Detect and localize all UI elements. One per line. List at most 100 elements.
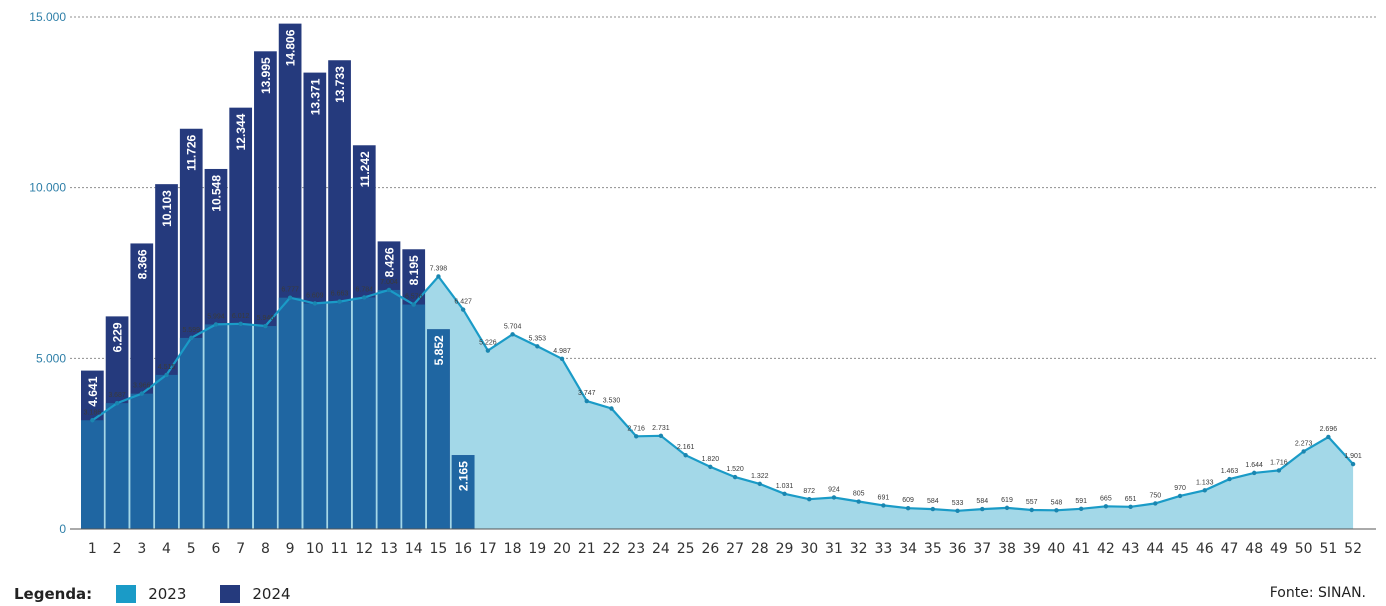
point-2023-week-5 bbox=[189, 335, 194, 341]
point-2023-week-31 bbox=[831, 495, 837, 500]
x-tick-label: 22 bbox=[603, 541, 621, 557]
point-2023-week-12 bbox=[362, 295, 367, 300]
label-2024-week-9: 14.806 bbox=[284, 29, 298, 66]
label-2024-week-2: 6.229 bbox=[111, 322, 125, 352]
point-2023-week-46 bbox=[1202, 488, 1207, 493]
bar-overlap-2023-week-3 bbox=[130, 393, 154, 529]
label-2023-week-25: 2.161 bbox=[677, 444, 695, 451]
label-2023-week-7: 6.012 bbox=[232, 313, 250, 320]
label-2023-week-14: 6.576 bbox=[405, 294, 423, 301]
x-tick-label: 14 bbox=[405, 541, 423, 557]
x-tick-label: 25 bbox=[677, 541, 695, 557]
x-tick-label: 21 bbox=[578, 541, 596, 557]
point-2023-week-13 bbox=[386, 287, 392, 293]
label-2024-week-14: 8.195 bbox=[407, 255, 421, 285]
label-2023-week-4: 4.515 bbox=[158, 364, 176, 371]
point-2023-week-3 bbox=[139, 391, 144, 396]
label-2023-week-43: 651 bbox=[1125, 496, 1137, 503]
label-2023-week-38: 619 bbox=[1001, 497, 1013, 504]
label-2023-week-2: 3.687 bbox=[108, 392, 126, 399]
x-tick-label: 33 bbox=[874, 541, 892, 557]
point-2023-week-33 bbox=[881, 503, 886, 508]
point-2023-week-26 bbox=[708, 464, 713, 470]
label-2024-week-10: 13.371 bbox=[308, 78, 322, 115]
label-2023-week-42: 665 bbox=[1100, 495, 1112, 502]
x-tick-label: 5 bbox=[187, 541, 196, 557]
legend-label-2024: 2024 bbox=[252, 585, 291, 603]
label-2024-week-7: 12.344 bbox=[234, 113, 248, 150]
label-2023-week-41: 591 bbox=[1075, 498, 1087, 505]
x-tick-label: 11 bbox=[331, 541, 349, 557]
label-2023-week-48: 1.644 bbox=[1245, 462, 1263, 469]
label-2023-week-3: 3.966 bbox=[133, 383, 151, 390]
x-tick-label: 28 bbox=[751, 541, 769, 557]
label-2023-week-29: 1.031 bbox=[776, 483, 794, 490]
point-2023-week-11 bbox=[337, 299, 342, 304]
point-2023-week-44 bbox=[1153, 501, 1158, 506]
point-2023-week-43 bbox=[1128, 504, 1133, 509]
x-tick-label: 27 bbox=[726, 541, 744, 557]
label-2023-week-52: 1.901 bbox=[1344, 453, 1362, 460]
legend-item-2023: 2023 bbox=[116, 585, 186, 603]
label-2024-week-1: 4.641 bbox=[86, 376, 100, 406]
point-2023-week-47 bbox=[1227, 476, 1232, 482]
x-tick-label: 48 bbox=[1245, 541, 1263, 557]
label-2023-week-34: 609 bbox=[902, 497, 914, 504]
label-2023-week-33: 691 bbox=[878, 494, 890, 501]
point-2023-week-52 bbox=[1350, 461, 1356, 467]
x-tick-label: 30 bbox=[800, 541, 818, 557]
point-2023-week-28 bbox=[757, 481, 762, 487]
point-2023-week-18 bbox=[510, 332, 515, 337]
point-2023-week-38 bbox=[1004, 505, 1010, 511]
bar-overlap-2023-week-15 bbox=[427, 329, 450, 529]
label-2023-week-11: 6.663 bbox=[331, 291, 349, 298]
label-2023-week-18: 5.704 bbox=[504, 323, 522, 330]
y-tick-label: 0 bbox=[59, 522, 66, 536]
point-2023-week-23 bbox=[634, 434, 639, 439]
chart: 3.186 3.687 3.966 4.515 5.599 5.994 6.012 5.946… bbox=[29, 10, 1376, 557]
point-2023-week-7 bbox=[238, 321, 243, 326]
label-2023-week-40: 548 bbox=[1051, 499, 1063, 506]
bar-overlap-2023-week-5 bbox=[179, 337, 203, 529]
x-tick-label: 10 bbox=[306, 541, 324, 557]
point-2023-week-16 bbox=[460, 307, 466, 312]
bar-overlap-2023-week-6 bbox=[204, 324, 228, 529]
point-2023-week-19 bbox=[535, 344, 540, 349]
label-2023-week-16: 6.427 bbox=[454, 299, 472, 306]
label-2023-week-13: 7.004 bbox=[380, 279, 398, 286]
x-tick-label: 24 bbox=[652, 541, 670, 557]
label-2024-week-5: 11.726 bbox=[185, 134, 199, 170]
x-tick-label: 50 bbox=[1295, 541, 1313, 557]
x-tick-label: 16 bbox=[454, 541, 472, 557]
x-tick-label: 40 bbox=[1048, 541, 1066, 557]
label-2024-week-6: 10.548 bbox=[210, 175, 224, 212]
x-tick-label: 49 bbox=[1270, 541, 1288, 557]
x-tick-label: 1 bbox=[88, 541, 97, 557]
label-2023-week-5: 5.599 bbox=[182, 327, 200, 334]
label-2023-week-12: 6.784 bbox=[356, 286, 374, 293]
bar-overlap-2023-week-13 bbox=[377, 289, 401, 529]
y-tick-label: 5.000 bbox=[36, 351, 66, 365]
label-2023-week-1: 3.186 bbox=[84, 409, 102, 416]
bar-overlap-2023-week-2 bbox=[105, 403, 129, 529]
label-2023-week-6: 5.994 bbox=[207, 313, 225, 320]
label-2023-week-45: 970 bbox=[1174, 485, 1186, 492]
x-tick-label: 17 bbox=[479, 541, 497, 557]
label-2023-week-15: 7.398 bbox=[430, 265, 448, 272]
label-2024-week-11: 13.733 bbox=[333, 66, 347, 103]
legend-item-2024: 2024 bbox=[220, 585, 291, 603]
bar-overlap-2023-week-7 bbox=[229, 323, 253, 529]
x-tick-label: 6 bbox=[211, 541, 220, 557]
label-2023-week-22: 3.530 bbox=[603, 398, 621, 405]
x-tick-label: 31 bbox=[825, 541, 843, 557]
x-tick-label: 51 bbox=[1319, 541, 1337, 557]
x-tick-label: 15 bbox=[430, 541, 448, 557]
point-2023-week-29 bbox=[782, 491, 787, 497]
label-2024-week-16: 2.165 bbox=[457, 461, 471, 491]
point-2023-week-25 bbox=[683, 453, 688, 458]
x-tick-label: 35 bbox=[924, 541, 942, 557]
x-tick-label: 20 bbox=[553, 541, 571, 557]
label-2023-week-8: 5.946 bbox=[257, 315, 275, 322]
line-series-2023 bbox=[90, 274, 1356, 514]
x-tick-label: 36 bbox=[949, 541, 967, 557]
